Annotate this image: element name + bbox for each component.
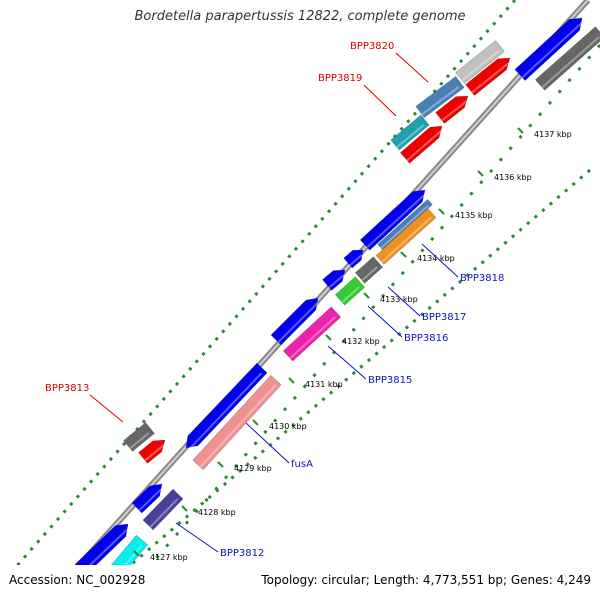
gene-label-leader — [387, 286, 421, 317]
gene-blue-fusA-strand-highlight — [187, 372, 263, 451]
gene-label-leader — [245, 422, 290, 464]
lower-dotted-line — [148, 44, 600, 565]
kbp-tick-label: 4128 kbp — [198, 508, 236, 517]
gene-magenta-bpp3815[interactable] — [282, 306, 342, 362]
kbp-tick-label: 4135 kbp — [455, 211, 493, 220]
genome-backbone-highlight — [78, 0, 589, 565]
gene-silver-bpp3820-highlight — [461, 50, 500, 82]
gene-label[interactable]: BPP3815 — [368, 375, 412, 386]
kbp-tick — [477, 170, 484, 177]
gene-steelblue-bpp3819-highlight — [421, 86, 460, 116]
gene-blue-4132[interactable] — [270, 297, 319, 346]
gene-steelblue-bpp3819[interactable] — [415, 75, 465, 119]
map-title: Bordetella parapertussis 12822, complete… — [134, 9, 466, 24]
gene-gray-bpp3817[interactable] — [354, 256, 384, 284]
kbp-tick — [181, 505, 188, 512]
kbp-tick — [400, 251, 407, 258]
kbp-tick-label: 4134 kbp — [417, 254, 455, 263]
gene-label[interactable]: BPP3812 — [220, 548, 264, 559]
gene-orange-bpp3818[interactable] — [375, 208, 437, 265]
gene-blue-4135[interactable] — [359, 189, 426, 251]
upper-dotted-line — [15, 0, 517, 565]
gene-blue-fusA-strand[interactable] — [185, 362, 268, 449]
gene-pink-fusA[interactable] — [192, 374, 282, 471]
kbp-tick-label: 4127 kbp — [150, 553, 188, 562]
gene-blue-4127-highlight — [88, 528, 129, 565]
kbp-tick — [517, 127, 524, 134]
kbp-tick — [252, 419, 259, 426]
gene-blue-small-4134[interactable] — [343, 249, 364, 269]
gene-label[interactable]: fusA — [291, 459, 313, 470]
gene-labels: BPP3820 BPP3819 BPP3813 BPP3818 BPP3817 BPP38… — [45, 41, 504, 559]
gene-green-bpp3816[interactable] — [334, 276, 366, 306]
gene-features — [72, 17, 600, 595]
gene-blue-top-right-highlight — [521, 22, 583, 79]
kbp-tick — [325, 334, 332, 341]
gene-label-leader — [367, 305, 403, 338]
gene-darkslate-bpp3812[interactable] — [142, 488, 184, 531]
gene-silver-bpp3820[interactable] — [455, 40, 505, 84]
gene-red-lower[interactable] — [399, 125, 443, 164]
gene-blue-4132-highlight — [277, 302, 319, 343]
gene-blue-4128-highlight — [138, 488, 162, 511]
gene-gray-bpp3813-highlight — [129, 432, 150, 450]
gene-label-leader — [89, 394, 124, 423]
gene-green-bpp3816-highlight — [341, 286, 360, 304]
gene-teal-bpp3819-highlight — [396, 124, 425, 149]
gene-label[interactable]: BPP3816 — [404, 333, 448, 344]
gene-magenta-bpp3815-highlight — [289, 316, 336, 360]
gene-gray-top-right[interactable] — [534, 26, 600, 91]
kbp-tick-label: 4136 kbp — [494, 173, 532, 182]
accession-text: Accession: NC_002928 — [9, 573, 146, 587]
gene-orange-bpp3818-highlight — [381, 216, 432, 263]
kbp-tick-label: 4130 kbp — [269, 422, 307, 431]
kbp-tick-label: 4131 kbp — [305, 380, 343, 389]
gene-red-mid-highlight — [441, 100, 468, 122]
kbp-tick-label: 4137 kbp — [534, 130, 572, 139]
kbp-tick-label: 4133 kbp — [380, 295, 418, 304]
gene-red-bpp3820[interactable] — [465, 57, 511, 96]
gene-steel-4135[interactable] — [377, 198, 433, 251]
gene-label-leader — [421, 243, 459, 278]
kbp-tick-label: 4132 kbp — [342, 337, 380, 346]
genome-summary-text: Topology: circular; Length: 4,773,551 bp… — [261, 573, 591, 587]
gene-teal-bpp3819[interactable] — [390, 114, 430, 151]
gene-gray-bpp3817-highlight — [361, 266, 378, 282]
gene-pink-fusA-highlight — [199, 384, 277, 468]
gene-gray-top-right-highlight — [541, 36, 600, 89]
gene-cyan-4127[interactable] — [94, 534, 149, 595]
gene-label-leader — [327, 345, 367, 380]
kbp-ticks: 4127 kbp 4128 kbp 4129 kbp 4130 kbp 4131 kbp… — [133, 127, 572, 562]
gene-label-leader — [175, 522, 219, 553]
gene-blue-small-4134-highlight — [349, 254, 363, 266]
kbp-tick — [133, 550, 140, 557]
gene-red-bpp3820-highlight — [471, 62, 510, 94]
kbp-tick — [438, 208, 445, 215]
gene-blue-4128[interactable] — [131, 483, 163, 514]
gene-label[interactable]: BPP3817 — [422, 312, 466, 323]
gene-label-leader — [363, 84, 397, 117]
gene-blue-4133[interactable] — [322, 269, 346, 291]
gene-blue-4135-highlight — [366, 194, 425, 249]
gene-gray-bpp3813[interactable] — [123, 422, 155, 452]
kbp-tick-label: 4129 kbp — [234, 464, 272, 473]
gene-label[interactable]: BPP3818 — [460, 273, 504, 284]
gene-red-bpp3813[interactable] — [138, 439, 166, 464]
gene-label[interactable]: BPP3819 — [318, 73, 362, 84]
gene-label[interactable]: BPP3820 — [350, 41, 394, 52]
gene-red-mid[interactable] — [435, 95, 469, 124]
kbp-tick — [288, 377, 295, 384]
gene-red-bpp3813-highlight — [144, 444, 165, 462]
gene-blue-4127[interactable] — [74, 523, 129, 575]
gene-blue-4133-highlight — [328, 274, 345, 289]
gene-red-lower-highlight — [406, 130, 442, 162]
gene-blue-top-right[interactable] — [514, 17, 583, 81]
kbp-tick — [363, 292, 370, 299]
gene-darkslate-bpp3812-highlight — [149, 498, 179, 528]
gene-label[interactable]: BPP3813 — [45, 383, 89, 394]
kbp-tick — [217, 461, 224, 468]
gene-steel-4135-highlight — [380, 205, 429, 249]
gene-label-leader — [395, 52, 429, 83]
